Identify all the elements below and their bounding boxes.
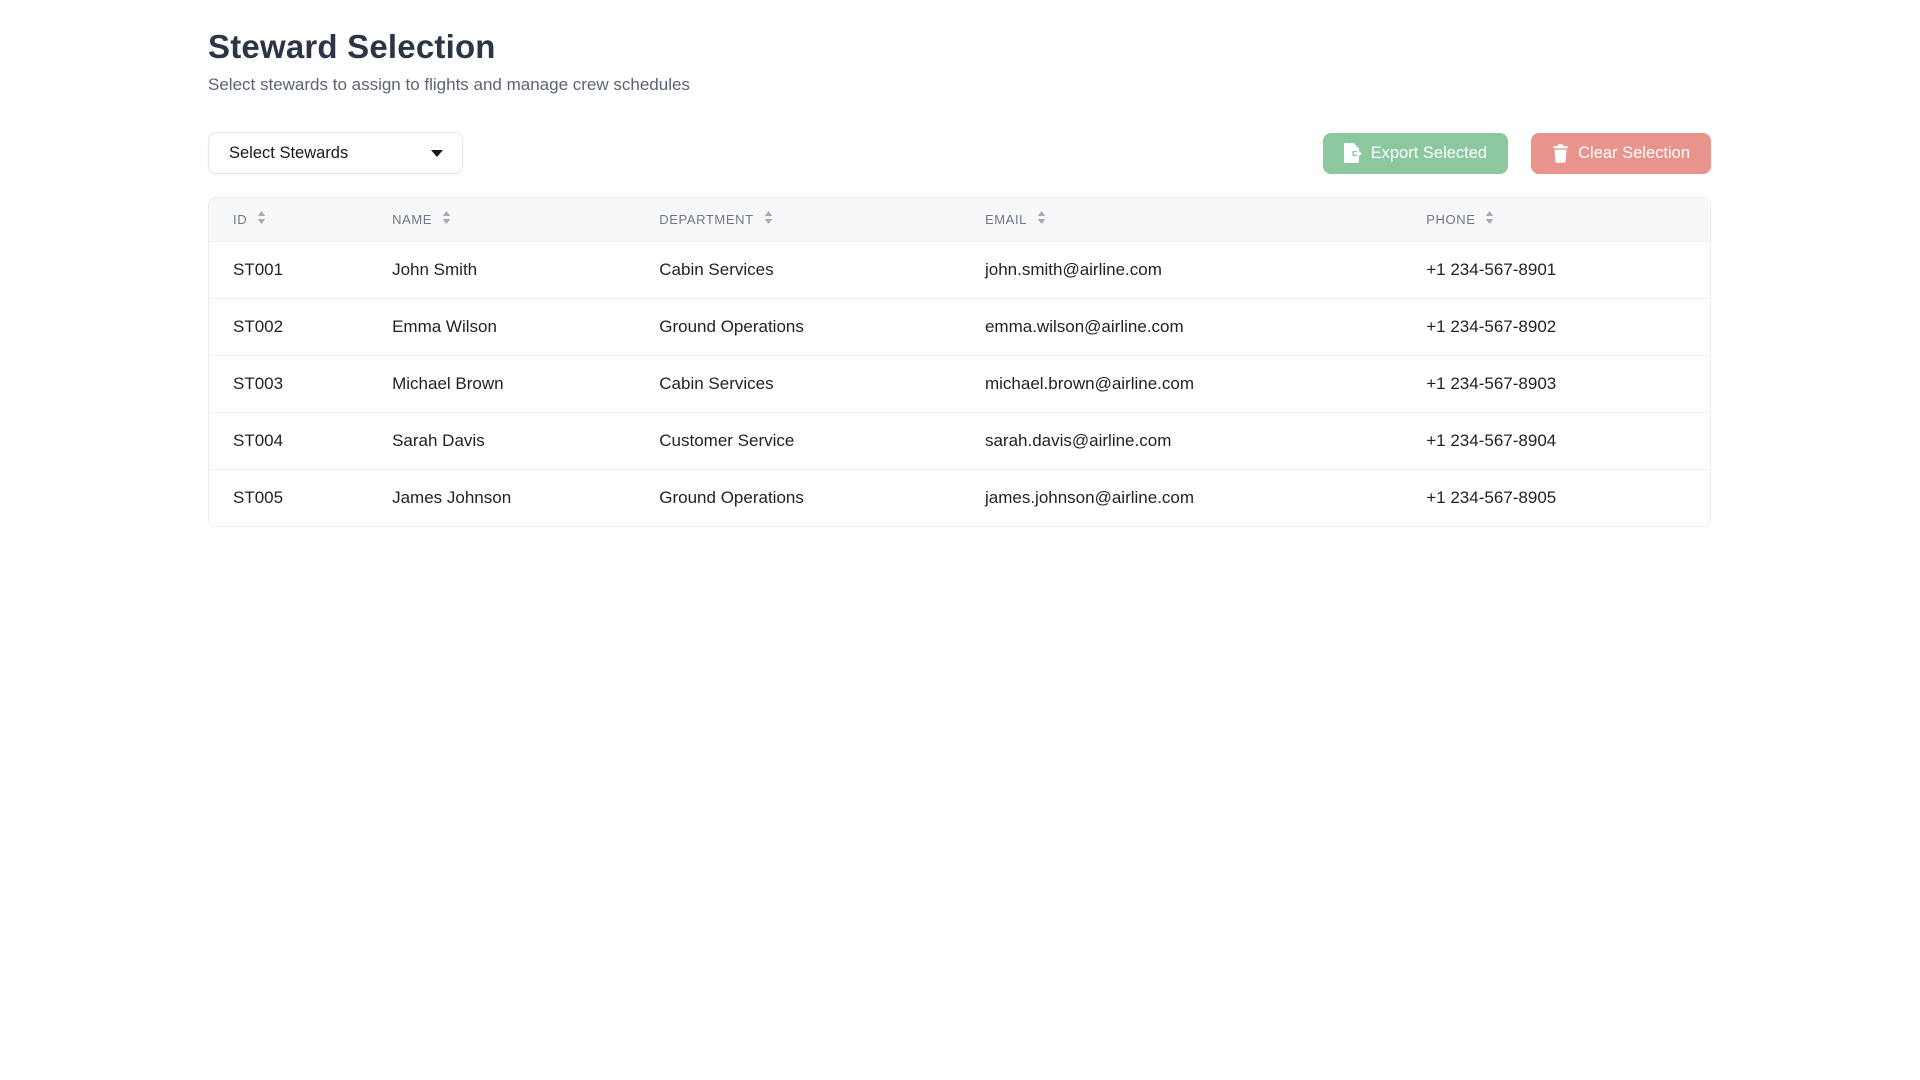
table-row[interactable]: ST005 James Johnson Ground Operations ja… bbox=[209, 468, 1710, 526]
column-label: EMAIL bbox=[984, 211, 1027, 227]
trash-icon bbox=[1552, 143, 1569, 163]
export-selected-label: Export Selected bbox=[1370, 143, 1488, 162]
table-header-row: ID NAME DEPARTMENT EMAIL PHONE bbox=[209, 198, 1710, 241]
table-row[interactable]: ST004 Sarah Davis Customer Service sarah… bbox=[209, 411, 1710, 469]
cell-id: ST005 bbox=[209, 468, 369, 526]
cell-department: Ground Operations bbox=[635, 297, 961, 355]
export-selected-button[interactable]: Export Selected bbox=[1322, 132, 1509, 174]
sort-icon bbox=[764, 211, 773, 227]
column-header-id[interactable]: ID bbox=[209, 198, 369, 241]
cell-name: Michael Brown bbox=[368, 354, 636, 412]
column-header-email[interactable]: EMAIL bbox=[960, 198, 1403, 241]
cell-name: Emma Wilson bbox=[368, 297, 636, 355]
select-stewards-dropdown[interactable]: Select Stewards bbox=[208, 132, 463, 174]
cell-phone: +1 234-567-8901 bbox=[1402, 240, 1710, 298]
cell-id: ST001 bbox=[209, 240, 369, 298]
column-label: PHONE bbox=[1426, 211, 1476, 227]
table-body: ST001 John Smith Cabin Services john.smi… bbox=[209, 240, 1710, 526]
column-header-department[interactable]: DEPARTMENT bbox=[635, 198, 961, 241]
cell-email: michael.brown@airline.com bbox=[960, 354, 1403, 412]
cell-phone: +1 234-567-8905 bbox=[1402, 468, 1710, 526]
stewards-table-container: ID NAME DEPARTMENT EMAIL PHONE bbox=[208, 197, 1711, 527]
cell-phone: +1 234-567-8903 bbox=[1402, 354, 1710, 412]
page-subtitle: Select stewards to assign to flights and… bbox=[208, 75, 690, 94]
cell-email: james.johnson@airline.com bbox=[960, 468, 1403, 526]
sort-icon bbox=[257, 211, 266, 227]
cell-department: Customer Service bbox=[635, 411, 961, 469]
cell-email: john.smith@airline.com bbox=[960, 240, 1403, 298]
cell-department: Cabin Services bbox=[635, 240, 961, 298]
table-row[interactable]: ST002 Emma Wilson Ground Operations emma… bbox=[209, 297, 1710, 355]
cell-name: Sarah Davis bbox=[368, 411, 636, 469]
cell-id: ST003 bbox=[209, 354, 369, 412]
column-label: DEPARTMENT bbox=[659, 211, 754, 227]
cell-phone: +1 234-567-8904 bbox=[1402, 411, 1710, 469]
cell-email: sarah.davis@airline.com bbox=[960, 411, 1403, 469]
page-title: Steward Selection bbox=[208, 28, 496, 65]
select-stewards-value: Select Stewards bbox=[229, 143, 349, 162]
cell-department: Ground Operations bbox=[635, 468, 961, 526]
toolbar: Select Stewards Export Selected Clear Se… bbox=[208, 132, 1711, 174]
cell-phone: +1 234-567-8902 bbox=[1402, 297, 1710, 355]
cell-email: emma.wilson@airline.com bbox=[960, 297, 1403, 355]
cell-id: ST004 bbox=[209, 411, 369, 469]
sort-icon bbox=[1485, 211, 1494, 227]
cell-department: Cabin Services bbox=[635, 354, 961, 412]
stewards-table: ID NAME DEPARTMENT EMAIL PHONE bbox=[209, 198, 1710, 526]
column-header-name[interactable]: NAME bbox=[368, 198, 636, 241]
sort-icon bbox=[442, 211, 451, 227]
column-label: NAME bbox=[392, 211, 433, 227]
cell-name: John Smith bbox=[368, 240, 636, 298]
cell-id: ST002 bbox=[209, 297, 369, 355]
column-header-phone[interactable]: PHONE bbox=[1402, 198, 1710, 241]
column-label: ID bbox=[233, 211, 248, 227]
chevron-down-icon bbox=[431, 149, 443, 157]
clear-selection-label: Clear Selection bbox=[1578, 143, 1690, 162]
file-export-icon bbox=[1343, 143, 1362, 163]
table-row[interactable]: ST003 Michael Brown Cabin Services micha… bbox=[209, 354, 1710, 412]
clear-selection-button[interactable]: Clear Selection bbox=[1531, 132, 1711, 174]
steward-selection-page: Steward Selection Select stewards to ass… bbox=[0, 0, 1920, 527]
cell-name: James Johnson bbox=[368, 468, 636, 526]
sort-icon bbox=[1037, 211, 1046, 227]
table-row[interactable]: ST001 John Smith Cabin Services john.smi… bbox=[209, 240, 1710, 298]
